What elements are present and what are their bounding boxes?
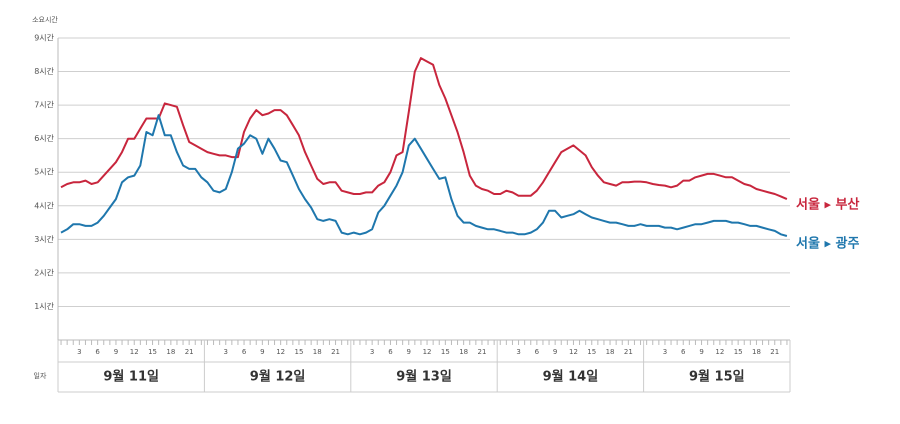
y-tick-label: 2시간 <box>34 267 54 277</box>
x-tick-label: 9 <box>553 348 557 356</box>
x-tick-label: 18 <box>166 348 175 356</box>
series-line <box>60 57 788 201</box>
x-tick-label: 18 <box>313 348 322 356</box>
x-tick-label: 9 <box>114 348 118 356</box>
x-tick-label: 6 <box>388 348 393 356</box>
x-tick-label: 9 <box>407 348 411 356</box>
x-tick-label: 18 <box>459 348 468 356</box>
x-tick-label: 6 <box>95 348 100 356</box>
x-tick-label: 12 <box>423 348 432 356</box>
y-tick-label: 6시간 <box>34 133 54 143</box>
x-tick-label: 6 <box>242 348 247 356</box>
x-tick-label: 15 <box>148 348 157 356</box>
day-label: 9월 14일 <box>543 369 599 385</box>
day-label: 9월 12일 <box>250 369 306 385</box>
x-axis-label: 일자 <box>34 371 47 380</box>
y-tick-label: 7시간 <box>34 100 54 110</box>
y-axis-label: 소요시간 <box>32 15 58 24</box>
x-tick-label: 6 <box>535 348 540 356</box>
x-tick-label: 21 <box>624 348 633 356</box>
x-tick-label: 3 <box>77 348 81 356</box>
y-tick-label: 9시간 <box>34 33 54 43</box>
legend-label: 서울 ▸ 부산 <box>796 197 859 213</box>
x-tick-label: 15 <box>734 348 743 356</box>
x-tick-label: 21 <box>477 348 486 356</box>
day-label: 9월 13일 <box>396 369 452 385</box>
x-tick-label: 9 <box>260 348 264 356</box>
x-tick-label: 15 <box>587 348 596 356</box>
x-tick-label: 6 <box>681 348 686 356</box>
y-tick-label: 5시간 <box>34 167 54 177</box>
x-tick-label: 3 <box>370 348 374 356</box>
y-tick-label: 4시간 <box>34 200 54 210</box>
x-tick-label: 15 <box>294 348 303 356</box>
x-tick-label: 18 <box>752 348 761 356</box>
day-label: 9월 15일 <box>689 369 745 385</box>
x-tick-label: 12 <box>130 348 139 356</box>
x-tick-label: 9 <box>699 348 703 356</box>
x-tick-label: 15 <box>441 348 450 356</box>
x-tick-label: 12 <box>276 348 285 356</box>
x-tick-label: 18 <box>606 348 615 356</box>
x-tick-label: 21 <box>185 348 194 356</box>
x-tick-label: 12 <box>569 348 578 356</box>
x-tick-label: 12 <box>715 348 724 356</box>
x-tick-label: 3 <box>663 348 667 356</box>
x-tick-label: 21 <box>770 348 779 356</box>
y-tick-label: 1시간 <box>34 301 54 311</box>
legend-label: 서울 ▸ 광주 <box>796 235 859 251</box>
series-line <box>60 114 788 237</box>
y-tick-label: 8시간 <box>34 66 54 76</box>
x-tick-label: 3 <box>224 348 228 356</box>
day-label: 9월 11일 <box>103 369 159 385</box>
x-tick-label: 21 <box>331 348 340 356</box>
y-tick-label: 3시간 <box>34 234 54 244</box>
x-tick-label: 3 <box>516 348 520 356</box>
